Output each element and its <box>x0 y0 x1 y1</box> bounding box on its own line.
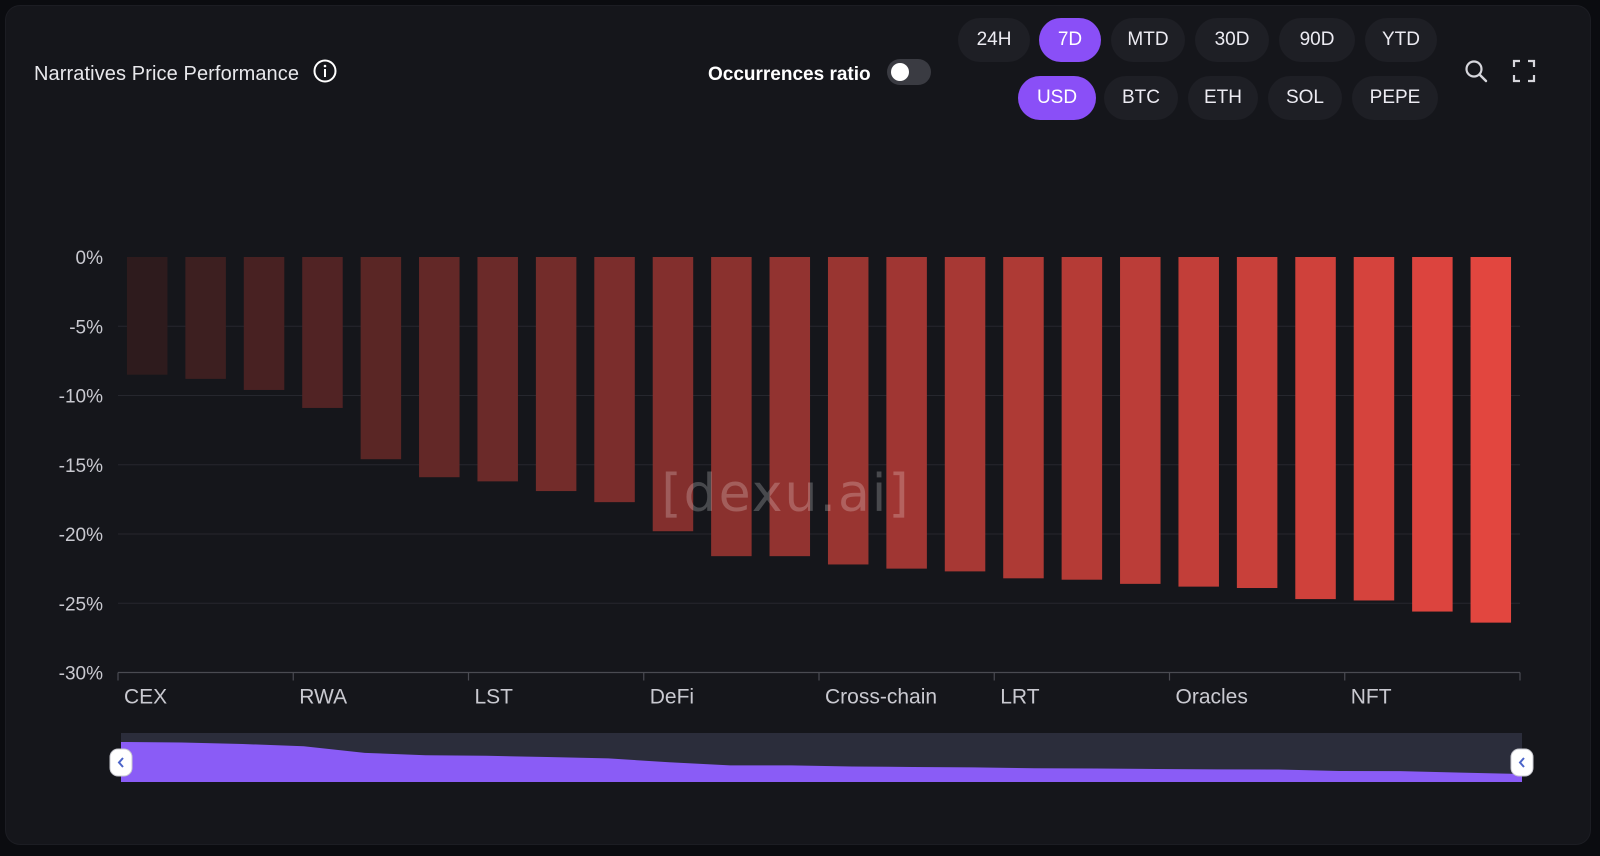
x-tick-label: Oracles <box>1176 686 1248 709</box>
zoom-slider-area <box>121 742 1522 782</box>
bar[interactable] <box>886 257 927 569</box>
bar[interactable] <box>302 257 343 408</box>
bar[interactable] <box>594 257 635 503</box>
x-tick-label: LST <box>475 686 514 709</box>
toggle-knob <box>891 63 909 81</box>
y-tick-label: -20% <box>59 525 103 546</box>
y-tick-label: 0% <box>76 248 104 269</box>
chevron-left-icon <box>1518 757 1525 768</box>
watermark: [dexu.ai] <box>661 464 910 524</box>
x-tick-label: NFT <box>1351 686 1392 709</box>
bar[interactable] <box>477 257 518 482</box>
occurrences-ratio-toggle[interactable] <box>887 59 931 85</box>
chart-panel: 0% -5% -10% -15% -20% -25% -30% CEX RWA LST DeFi Cr… <box>6 6 1590 844</box>
timeframe-7d[interactable]: 7D <box>1039 18 1101 62</box>
bar[interactable] <box>243 257 285 390</box>
timeframe-ytd[interactable]: YTD <box>1365 18 1437 62</box>
bar[interactable] <box>1412 257 1453 612</box>
y-tick-label: -15% <box>59 456 103 477</box>
bar[interactable] <box>1120 257 1161 584</box>
timeframe-90d[interactable]: 90D <box>1279 18 1355 62</box>
currency-usd[interactable]: USD <box>1018 76 1096 120</box>
timeframe-mtd[interactable]: MTD <box>1111 18 1185 62</box>
bar[interactable] <box>1470 257 1512 623</box>
bar[interactable] <box>1003 257 1044 579</box>
bar[interactable] <box>419 257 460 478</box>
currency-btc[interactable]: BTC <box>1104 76 1178 120</box>
currency-eth[interactable]: ETH <box>1188 76 1258 120</box>
bar[interactable] <box>185 257 226 379</box>
zoom-handle-right[interactable] <box>1510 748 1534 777</box>
y-tick-label: -10% <box>59 387 103 408</box>
y-tick-label: -30% <box>59 664 103 685</box>
bar[interactable] <box>1353 257 1395 601</box>
occurrences-ratio-label: Occurrences ratio <box>708 64 871 85</box>
zoom-handle-left[interactable] <box>109 748 133 777</box>
bar[interactable] <box>1236 257 1278 589</box>
x-tick-label: DeFi <box>650 686 694 709</box>
bar[interactable] <box>652 257 694 532</box>
bar[interactable] <box>769 257 811 557</box>
chart-title: Narratives Price Performance <box>34 63 300 85</box>
fullscreen-icon[interactable] <box>1511 58 1537 84</box>
x-tick-label: LRT <box>1000 686 1039 709</box>
chart-canvas: 0% -5% -10% -15% -20% -25% -30% CEX RWA LST DeFi Cr… <box>59 248 1534 782</box>
x-tick-label: Cross-chain <box>825 686 937 709</box>
bar[interactable] <box>535 257 577 492</box>
timeframe-24h[interactable]: 24H <box>958 18 1030 62</box>
bar[interactable] <box>126 257 168 375</box>
currency-sol[interactable]: SOL <box>1268 76 1342 120</box>
search-icon[interactable] <box>1463 58 1489 84</box>
bar[interactable] <box>1295 257 1336 600</box>
y-tick-label: -25% <box>59 594 103 615</box>
bar[interactable] <box>360 257 402 460</box>
chevron-left-icon <box>117 757 124 768</box>
bar[interactable] <box>1061 257 1103 580</box>
bar[interactable] <box>944 257 986 572</box>
timeframe-30d[interactable]: 30D <box>1195 18 1269 62</box>
bar[interactable] <box>827 257 869 565</box>
currency-pepe[interactable]: PEPE <box>1352 76 1438 120</box>
x-tick-label: RWA <box>299 686 347 709</box>
bar[interactable] <box>711 257 752 557</box>
bar[interactable] <box>1178 257 1219 587</box>
y-tick-label: -5% <box>69 317 103 338</box>
x-tick-label: CEX <box>124 686 167 709</box>
info-icon[interactable] <box>313 59 337 83</box>
